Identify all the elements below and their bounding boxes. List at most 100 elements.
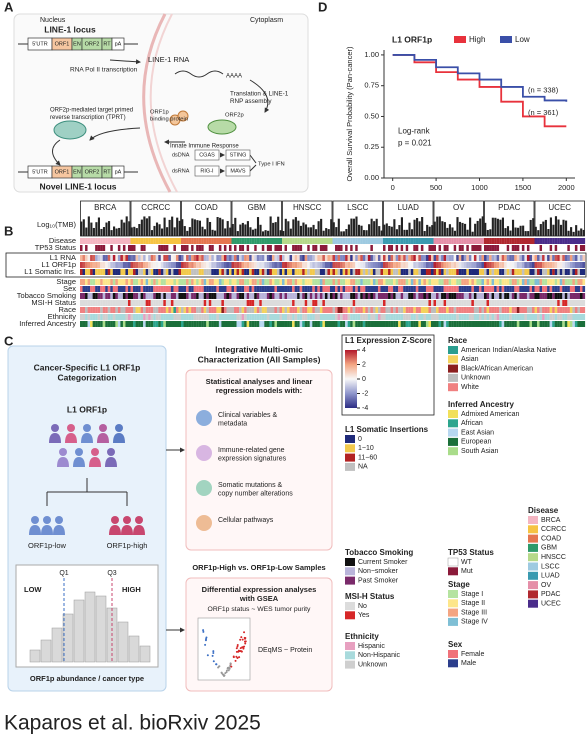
disease-cell — [569, 238, 573, 244]
tmb-bar — [486, 229, 489, 236]
annotation-cell — [153, 300, 156, 306]
annotation-cell — [206, 321, 209, 327]
annotation-cell — [471, 314, 474, 320]
z-cell — [347, 255, 351, 261]
legend-swatch — [448, 383, 458, 392]
annotation-cell — [476, 321, 480, 327]
z-cell — [451, 262, 454, 268]
annotation-cell — [80, 279, 83, 285]
legend-label: European — [461, 439, 491, 446]
annotation-cell — [127, 293, 131, 299]
z-cell — [178, 262, 182, 268]
annotation-cell — [239, 321, 242, 327]
z-cell — [173, 262, 177, 268]
annotation-cell — [537, 293, 540, 299]
annotation-cell — [125, 245, 129, 251]
tmb-bar — [547, 229, 550, 236]
annotation-cell — [549, 321, 553, 327]
annotation-cell — [418, 286, 421, 292]
tmb-bar — [557, 219, 560, 236]
z-cell — [534, 262, 538, 268]
annotation-cell — [110, 307, 113, 313]
annotation-cell — [211, 314, 214, 320]
z-cell — [324, 262, 328, 268]
z-cell — [327, 255, 331, 261]
annotation-cell — [138, 300, 141, 306]
z-cell — [567, 255, 570, 261]
annotation-cell — [274, 293, 278, 299]
annotation-cell — [92, 307, 96, 313]
annotation-cell — [183, 300, 187, 306]
annotation-cell — [534, 300, 538, 306]
person-icon — [65, 433, 77, 443]
z-cell — [188, 262, 192, 268]
nuclear-membrane — [142, 13, 172, 193]
annotation-cell — [476, 279, 480, 285]
annotation-cell — [362, 307, 366, 313]
step-label: reverse transcription (TPRT) — [50, 115, 126, 121]
annotation-cell — [332, 279, 336, 285]
annotation-cell — [150, 314, 154, 320]
annotation-cell — [569, 321, 573, 327]
annotation-cell — [481, 279, 485, 285]
hist-label: ORF1p abundance / cancer type — [30, 674, 144, 683]
tmb-bar — [168, 219, 171, 236]
disease-cell — [438, 238, 442, 244]
annotation-cell — [383, 279, 386, 285]
annotation-cell — [539, 307, 543, 313]
z-cell — [425, 255, 429, 261]
tmb-bar — [322, 230, 325, 236]
annotation-cell — [322, 286, 326, 292]
cancer-label: PDAC — [498, 203, 520, 212]
annotation-cell — [367, 269, 371, 275]
z-cell — [420, 262, 424, 268]
annotation-cell — [110, 321, 113, 327]
gene-segment — [111, 37, 125, 51]
annotation-cell — [307, 279, 310, 285]
annotation-cell — [537, 307, 540, 313]
annotation-cell — [266, 293, 270, 299]
annotation-cell — [577, 245, 581, 251]
gene-part-label: EN — [73, 41, 81, 47]
z-cell — [345, 262, 348, 268]
row-label: L1 ORF1p — [41, 260, 76, 269]
disease-cell — [140, 238, 144, 244]
annotation-cell — [125, 314, 129, 320]
annotation-cell — [526, 269, 530, 275]
legend-label: OV — [541, 582, 551, 589]
disease-cell — [385, 238, 389, 244]
annotation-cell — [463, 286, 467, 292]
legend-swatch — [345, 651, 355, 660]
annotation-cell — [413, 300, 416, 306]
disease-cell — [484, 238, 487, 244]
annotation-cell — [105, 245, 108, 251]
annotation-cell — [436, 321, 439, 327]
annotation-cell — [347, 321, 351, 327]
annotation-cell — [163, 300, 166, 306]
annotation-cell — [143, 300, 146, 306]
annotation-cell — [117, 293, 121, 299]
z-cell — [496, 255, 500, 261]
legend-label: CCRCC — [541, 526, 566, 533]
annotation-cell — [410, 300, 414, 306]
annotation-cell — [494, 300, 497, 306]
annotation-cell — [582, 279, 586, 285]
z-cell — [208, 255, 212, 261]
annotation-cell — [428, 245, 432, 251]
ligand-label: dsDNA — [172, 152, 190, 158]
annotation-cell — [446, 307, 449, 313]
annotation-cell — [393, 321, 396, 327]
annotation-cell — [127, 307, 131, 313]
annotation-cell — [534, 321, 538, 327]
z-cell — [319, 255, 323, 261]
annotation-cell — [473, 293, 477, 299]
legend-label: No — [358, 603, 367, 610]
z-cell — [261, 255, 265, 261]
annotation-cell — [425, 314, 429, 320]
legend-title: TP53 Status — [448, 548, 494, 557]
z-cell — [201, 255, 204, 261]
annotation-cell — [433, 279, 437, 285]
tmb-bar — [549, 217, 552, 236]
annotation-cell — [408, 279, 411, 285]
annotation-cell — [135, 307, 139, 313]
